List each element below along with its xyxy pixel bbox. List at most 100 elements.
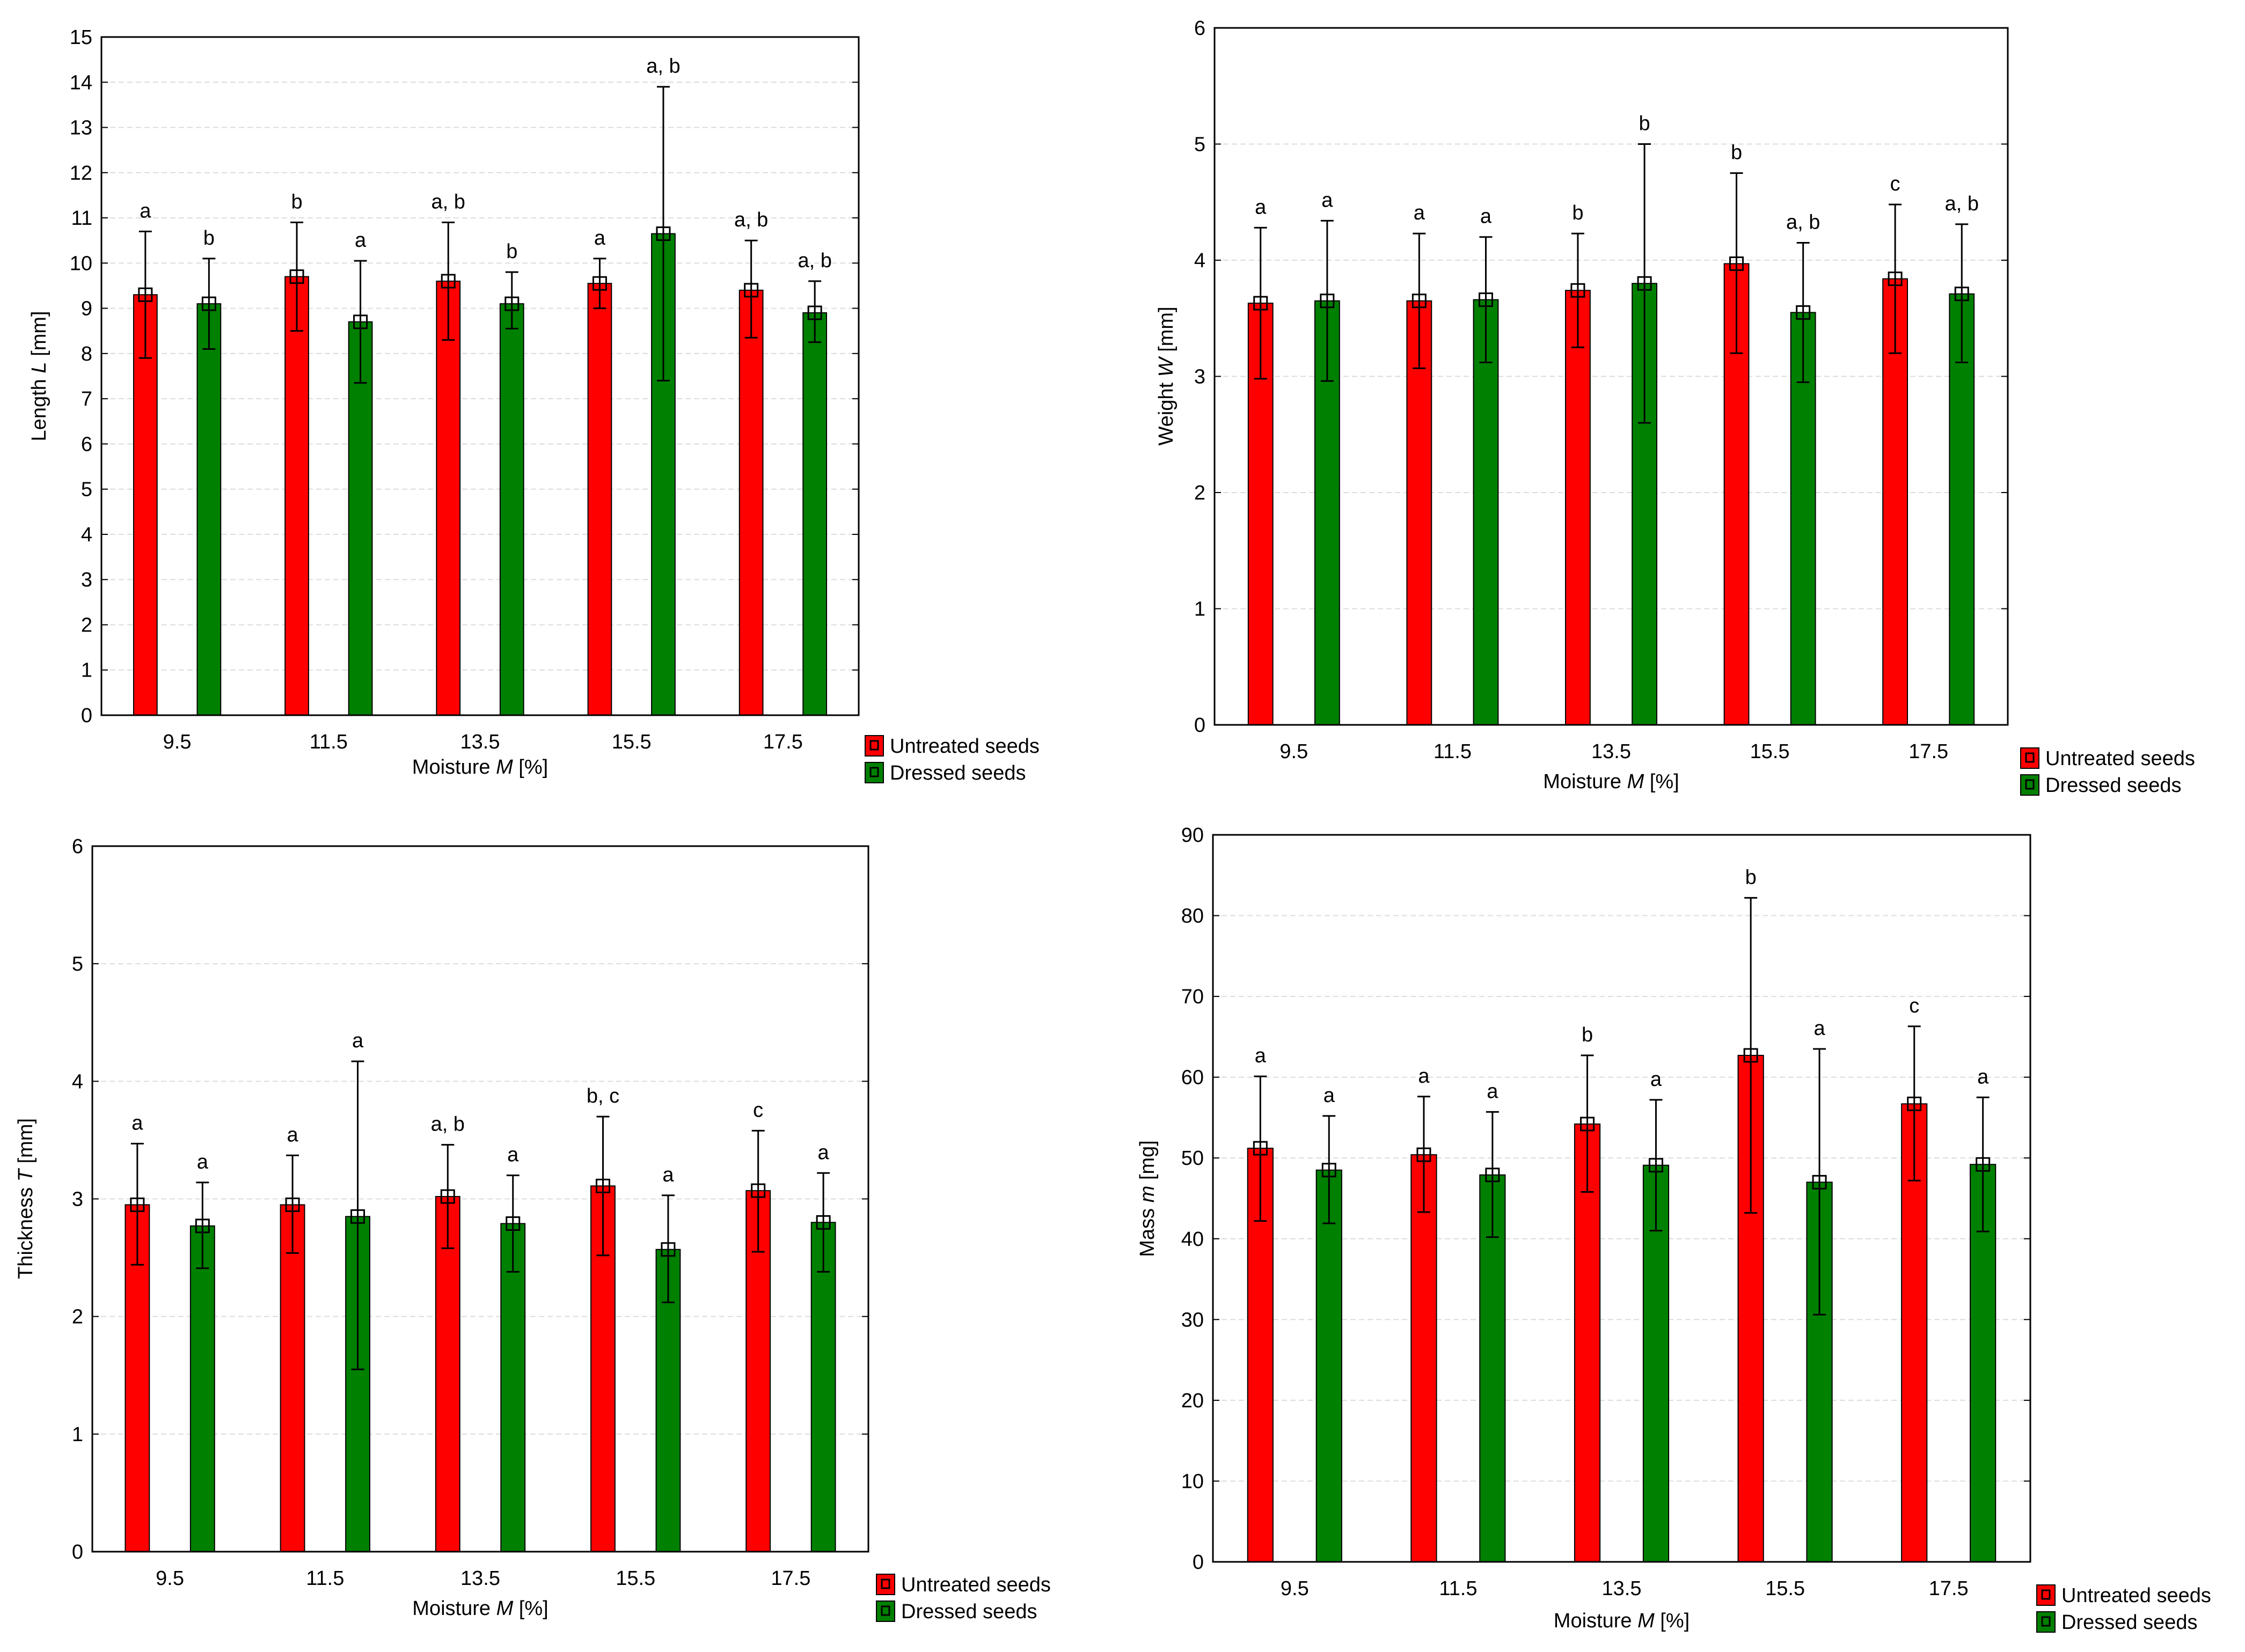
x-tick-label: 11.5 (1439, 1577, 1477, 1600)
y-tick-label: 1 (81, 659, 92, 682)
bar-dressed-17.5 (1949, 293, 1975, 725)
y-axis-label: Thickness T [mm] (14, 1118, 37, 1279)
significance-letter: c (1890, 173, 1900, 195)
x-tick-label: 9.5 (1281, 1577, 1309, 1600)
y-tick-label: 5 (72, 953, 83, 975)
legend-label: Untreated seeds (2045, 747, 2195, 770)
y-tick-label: 2 (1194, 482, 1205, 504)
significance-letter: a (1255, 1045, 1267, 1067)
x-tick-label: 17.5 (763, 731, 803, 753)
x-axis-label-unit: [%] (1644, 770, 1679, 793)
x-axis-label-var: M (1627, 770, 1644, 793)
x-axis-label-text: Moisture (1543, 770, 1627, 793)
significance-letter: a (1321, 189, 1333, 211)
significance-letter: a (1414, 202, 1425, 224)
bar-untreated-11.5 (280, 1204, 305, 1552)
mean-marker (1412, 293, 1427, 309)
x-tick-label: 9.5 (163, 731, 192, 753)
y-tick-label: 15 (70, 26, 92, 49)
legend-swatch (2020, 747, 2039, 769)
mean-marker (289, 269, 304, 284)
x-tick-label: 11.5 (1434, 740, 1472, 763)
bar-dressed-17.5 (810, 1222, 836, 1552)
x-axis-label-text: Moisture (412, 1597, 496, 1620)
mean-marker (1729, 256, 1744, 271)
significance-letter: a (287, 1124, 298, 1146)
legend-label: Dressed seeds (901, 1600, 1037, 1623)
y-axis-label-text: Thickness (14, 1181, 37, 1279)
bar-untreated-11.5 (284, 276, 309, 716)
mean-marker (285, 1197, 300, 1212)
legend-swatch (865, 762, 884, 783)
y-axis-label-unit: [mm] (1155, 307, 1178, 358)
y-axis-label: Weight W [mm] (1155, 307, 1178, 446)
significance-letter: b (203, 227, 215, 249)
significance-letter: a (131, 1112, 143, 1134)
significance-letter: a (1977, 1066, 1989, 1088)
y-tick-label: 50 (1181, 1147, 1204, 1170)
x-tick-label: 15.5 (616, 1567, 655, 1590)
x-axis-label-unit: [%] (513, 1597, 548, 1620)
significance-letter: a (1480, 205, 1492, 228)
x-axis-label: Moisture M [%] (412, 756, 548, 779)
mean-marker (440, 1189, 455, 1204)
significance-letter: a, b (646, 55, 680, 78)
legend-swatch (865, 735, 884, 757)
y-tick-label: 3 (72, 1188, 83, 1211)
mean-marker (1478, 292, 1493, 307)
significance-letter: a, b (432, 190, 465, 213)
bar-untreated-9.5 (125, 1204, 150, 1552)
y-tick-label: 14 (70, 71, 92, 94)
mean-marker (506, 1216, 521, 1231)
bar-untreated-13.5 (435, 1196, 460, 1553)
y-tick-label: 60 (1181, 1067, 1204, 1089)
bar-untreated-17.5 (738, 289, 764, 716)
legend-label: Dressed seeds (2061, 1611, 2197, 1634)
significance-letter: a (1813, 1017, 1825, 1040)
legend-swatch (876, 1574, 895, 1595)
y-tick-label: 90 (1181, 824, 1204, 847)
mean-marker (1416, 1147, 1431, 1162)
significance-letter: a (1487, 1080, 1498, 1103)
bar-dressed-17.5 (802, 312, 828, 716)
y-tick-label: 13 (70, 117, 92, 139)
mean-marker (138, 287, 153, 302)
legend-label: Dressed seeds (890, 762, 1026, 784)
mean-marker (816, 1215, 831, 1230)
bar-dressed-11.5 (348, 321, 373, 716)
significance-letter: a (355, 229, 367, 252)
mean-marker (1888, 271, 1903, 287)
x-tick-label: 13.5 (1602, 1577, 1642, 1600)
x-tick-label: 13.5 (460, 1567, 500, 1590)
bar-untreated-11.5 (1410, 1154, 1437, 1562)
mean-marker (1954, 287, 1969, 302)
significance-letter: b (291, 190, 302, 213)
x-axis-label-var: M (496, 1597, 514, 1620)
significance-letter: b (506, 240, 517, 263)
chart-panel-2: 0 1 2 3 4 5 6 a a b b c a a b a, b a, b 9.5 11.5 13.5 15.5 17… (1155, 17, 2195, 797)
bar-dressed-11.5 (1473, 299, 1499, 725)
chart-panel-3: 0 1 2 3 4 5 6 a a a, b b, c c a a a a a 9.5 11.5 13.5 15.5 17… (14, 835, 1051, 1623)
plot-frame (1213, 27, 2009, 726)
mean-marker (1253, 296, 1268, 311)
y-tick-label: 10 (70, 252, 92, 275)
y-axis-label-text: Length (28, 373, 50, 442)
legend-swatch (876, 1600, 895, 1622)
y-tick-label: 80 (1181, 905, 1204, 928)
significance-letter: b (1572, 202, 1583, 224)
x-tick-label: 15.5 (612, 731, 652, 753)
y-tick-label: 70 (1181, 986, 1204, 1008)
legend-label: Untreated seeds (890, 735, 1040, 758)
mean-marker (441, 274, 456, 289)
mean-marker (1321, 1163, 1336, 1178)
mean-marker (1648, 1158, 1663, 1173)
y-tick-label: 40 (1181, 1228, 1204, 1251)
significance-letter: a, b (431, 1113, 465, 1136)
bar-untreated-13.5 (1565, 290, 1591, 725)
y-tick-label: 0 (1193, 1551, 1204, 1574)
mean-marker (350, 1209, 365, 1224)
x-axis-label-text: Moisture (1554, 1610, 1637, 1632)
y-axis-label-text: Weight (1155, 377, 1178, 445)
